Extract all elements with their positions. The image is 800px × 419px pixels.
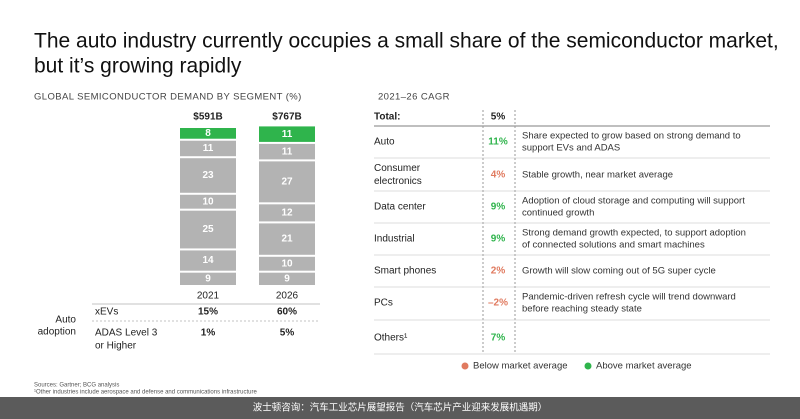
- segment-note: before reaching steady state: [522, 304, 642, 315]
- segment-name: Consumer: [374, 163, 421, 174]
- cagr-value: 2%: [491, 266, 506, 277]
- legend-dot: [461, 362, 469, 370]
- bar-segment: [180, 140, 236, 157]
- segment-name: Smart phones: [374, 266, 436, 277]
- footer: 波士顿咨询：汽车工业芯片展望报告（汽车芯片产业迎来发展机遇期）: [253, 402, 548, 414]
- segment-label: 21: [281, 234, 293, 245]
- adoption-row-label: ADAS Level 3: [95, 328, 158, 339]
- segment-note: continued growth: [522, 208, 594, 219]
- total-value: 5%: [491, 112, 506, 123]
- adoption-value: 15%: [198, 307, 218, 318]
- cagr-value: 11%: [488, 137, 508, 148]
- adoption-row-label: or Higher: [95, 341, 137, 352]
- segment-label: 11: [203, 143, 214, 154]
- segment-note: Adoption of cloud storage and computing …: [522, 196, 745, 207]
- bar-segment: [180, 158, 236, 193]
- segment-note: Growth will slow coming out of 5G super …: [522, 266, 716, 277]
- segment-note: Strong demand growth expected, to suppor…: [522, 228, 746, 239]
- adoption-value: 60%: [277, 307, 297, 318]
- segment-name: Others¹: [374, 333, 408, 344]
- segment-name: Auto: [374, 137, 395, 148]
- cagr-title: 2021–26 CAGR: [378, 92, 450, 103]
- title: but it’s growing rapidly: [34, 55, 242, 78]
- legend-dot: [584, 362, 592, 370]
- segment-label: 9: [205, 273, 211, 284]
- sources: Sources: Gartner; BCG analysis: [34, 383, 119, 389]
- bar-segment: [180, 272, 236, 285]
- cagr-value: 9%: [491, 234, 506, 245]
- total-label: $591B: [193, 112, 222, 123]
- segment-note: Pandemic-driven refresh cycle will trend…: [522, 292, 736, 303]
- bar-segment: [180, 250, 236, 271]
- footer-bar: [0, 397, 800, 419]
- cagr-value: 7%: [491, 333, 506, 344]
- segment-label: 23: [202, 170, 214, 181]
- x-label: 2026: [276, 291, 299, 302]
- segment-label: 10: [202, 196, 214, 207]
- bar-segment: [259, 143, 315, 160]
- segment-label: 25: [202, 224, 214, 235]
- legend-label: Below market average: [473, 361, 568, 372]
- bar-segment: [259, 126, 315, 142]
- segment-note: Stable growth, near market average: [522, 170, 673, 181]
- segment-label: 11: [282, 146, 293, 157]
- segment-note: Share expected to grow based on strong d…: [522, 131, 741, 142]
- bar-segment: [180, 128, 236, 139]
- title: The auto industry currently occupies a s…: [34, 30, 779, 53]
- bar-segment: [259, 161, 315, 203]
- bar-segment: [180, 194, 236, 209]
- segment-label: 8: [205, 128, 211, 139]
- adoption-value: 1%: [201, 328, 216, 339]
- segment-label: 10: [281, 258, 293, 269]
- footnote: ¹Other industries include aerospace and …: [34, 390, 257, 396]
- adoption-value: 5%: [280, 328, 295, 339]
- segment-note: support EVs and ADAS: [522, 143, 620, 154]
- segment-name: electronics: [374, 176, 422, 187]
- x-label: 2021: [197, 291, 220, 302]
- cagr-value: 9%: [491, 202, 506, 213]
- bar-segment: [259, 204, 315, 222]
- segment-label: 11: [282, 129, 293, 140]
- segment-name: PCs: [374, 298, 393, 309]
- bar-segment: [259, 272, 315, 285]
- total-label: $767B: [272, 112, 301, 123]
- segment-note: of connected solutions and smart machine…: [522, 240, 705, 251]
- bar-segment: [180, 210, 236, 249]
- cagr-value: –2%: [488, 298, 508, 309]
- bar-segment: [259, 223, 315, 255]
- legend-label: Above market average: [596, 361, 692, 372]
- cagr-value: 4%: [491, 170, 506, 181]
- segment-label: 27: [281, 176, 293, 187]
- segment-label: 9: [284, 273, 290, 284]
- segment-label: 12: [281, 208, 293, 219]
- total-label: Total:: [374, 112, 400, 123]
- adoption-label: Auto: [55, 315, 76, 326]
- segment-name: Data center: [374, 202, 426, 213]
- chart-subtitle: GLOBAL SEMICONDUCTOR DEMAND BY SEGMENT (…: [34, 92, 302, 103]
- bar-segment: [259, 256, 315, 271]
- segment-label: 14: [202, 255, 214, 266]
- adoption-label: adoption: [38, 327, 76, 338]
- segment-name: Industrial: [374, 234, 415, 245]
- adoption-row-label: xEVs: [95, 307, 118, 318]
